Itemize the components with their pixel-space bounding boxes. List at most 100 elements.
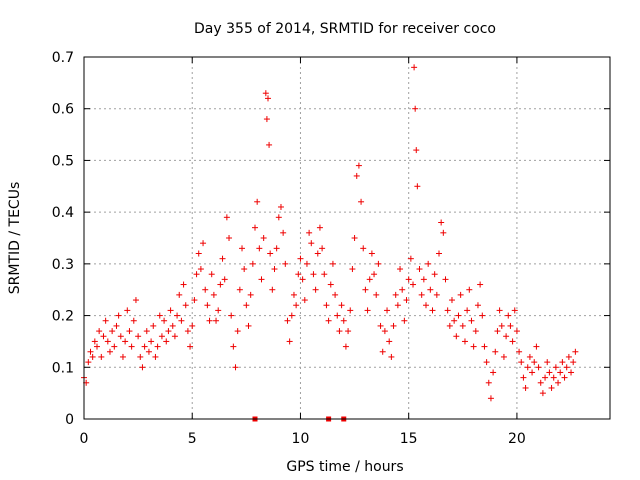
data-point xyxy=(236,286,243,293)
data-point xyxy=(109,328,116,335)
x-axis-label: GPS time / hours xyxy=(286,459,403,475)
data-point xyxy=(472,328,479,335)
data-point xyxy=(104,338,111,345)
data-point xyxy=(407,255,414,262)
data-point xyxy=(498,322,505,329)
data-point xyxy=(91,338,98,345)
data-point xyxy=(552,364,559,371)
data-point xyxy=(412,105,419,112)
data-point xyxy=(128,343,135,350)
data-point xyxy=(191,297,198,304)
data-point xyxy=(531,359,538,366)
data-point xyxy=(496,307,503,314)
data-point xyxy=(182,302,189,309)
data-point xyxy=(200,240,207,247)
y-tick-label: 0.7 xyxy=(52,50,74,66)
data-point xyxy=(522,384,529,391)
data-point xyxy=(303,260,310,267)
data-point xyxy=(457,291,464,298)
data-point xyxy=(150,322,157,329)
data-point xyxy=(115,312,122,319)
data-point xyxy=(332,291,339,298)
data-point xyxy=(403,297,410,304)
data-point xyxy=(266,141,273,148)
data-point xyxy=(444,307,451,314)
data-point xyxy=(254,198,261,205)
data-point xyxy=(511,307,518,314)
data-point xyxy=(217,281,224,288)
data-point xyxy=(230,343,237,350)
data-point xyxy=(243,302,250,309)
data-point xyxy=(260,235,267,241)
data-point xyxy=(384,307,391,314)
axis-ticks xyxy=(83,56,610,420)
data-point xyxy=(542,374,549,381)
data-point xyxy=(507,322,514,329)
data-point xyxy=(342,343,349,350)
data-point xyxy=(210,291,217,298)
data-point xyxy=(232,364,239,371)
y-tick-label: 0.5 xyxy=(52,153,74,169)
y-axis-label: SRMTID / TECUs xyxy=(7,182,23,295)
x-tick-label: 10 xyxy=(292,431,310,447)
data-point xyxy=(247,291,254,298)
data-point xyxy=(513,328,520,335)
data-points xyxy=(81,64,579,422)
data-point xyxy=(301,297,308,304)
data-point xyxy=(446,322,453,329)
y-tick-label: 0.6 xyxy=(52,102,74,118)
x-tick-label: 0 xyxy=(80,431,89,447)
data-point xyxy=(557,369,564,376)
data-point xyxy=(371,271,378,278)
data-point xyxy=(295,271,302,278)
data-point xyxy=(375,260,382,267)
data-point xyxy=(148,338,155,345)
data-point xyxy=(275,214,282,221)
data-point xyxy=(453,333,460,340)
data-point xyxy=(386,338,393,345)
data-point xyxy=(500,353,507,360)
data-point xyxy=(213,317,220,324)
data-point xyxy=(355,162,362,169)
data-point xyxy=(325,317,332,324)
data-point xyxy=(334,312,341,319)
data-point xyxy=(132,297,139,304)
data-point xyxy=(379,348,386,355)
data-point xyxy=(492,348,499,355)
data-point xyxy=(362,286,369,293)
data-point xyxy=(413,147,420,154)
data-point xyxy=(228,312,235,319)
data-point xyxy=(455,312,462,319)
data-point xyxy=(394,302,401,309)
data-point xyxy=(548,384,555,391)
data-point xyxy=(145,348,152,355)
data-point xyxy=(256,245,263,252)
data-point xyxy=(178,317,185,324)
data-point xyxy=(174,312,181,319)
data-point xyxy=(316,224,323,231)
data-point xyxy=(516,348,523,355)
data-point xyxy=(544,359,551,366)
data-point xyxy=(520,374,527,381)
data-point xyxy=(392,291,399,298)
data-point xyxy=(223,214,230,221)
data-point xyxy=(526,353,533,360)
y-tick-label: 0.1 xyxy=(52,360,74,376)
data-point xyxy=(219,255,226,262)
data-point xyxy=(366,276,373,283)
data-point xyxy=(336,328,343,335)
grid-lines xyxy=(84,57,610,419)
data-point xyxy=(308,240,315,247)
data-point xyxy=(459,322,466,329)
data-point xyxy=(329,260,336,267)
data-point xyxy=(401,317,408,324)
data-point xyxy=(184,328,191,335)
data-point xyxy=(267,250,274,257)
data-point xyxy=(364,307,371,314)
data-point xyxy=(442,276,449,283)
data-point xyxy=(435,250,442,257)
x-tick-label: 20 xyxy=(508,431,526,447)
data-point xyxy=(135,333,142,340)
plot-frame xyxy=(83,56,611,420)
data-point xyxy=(438,219,445,226)
